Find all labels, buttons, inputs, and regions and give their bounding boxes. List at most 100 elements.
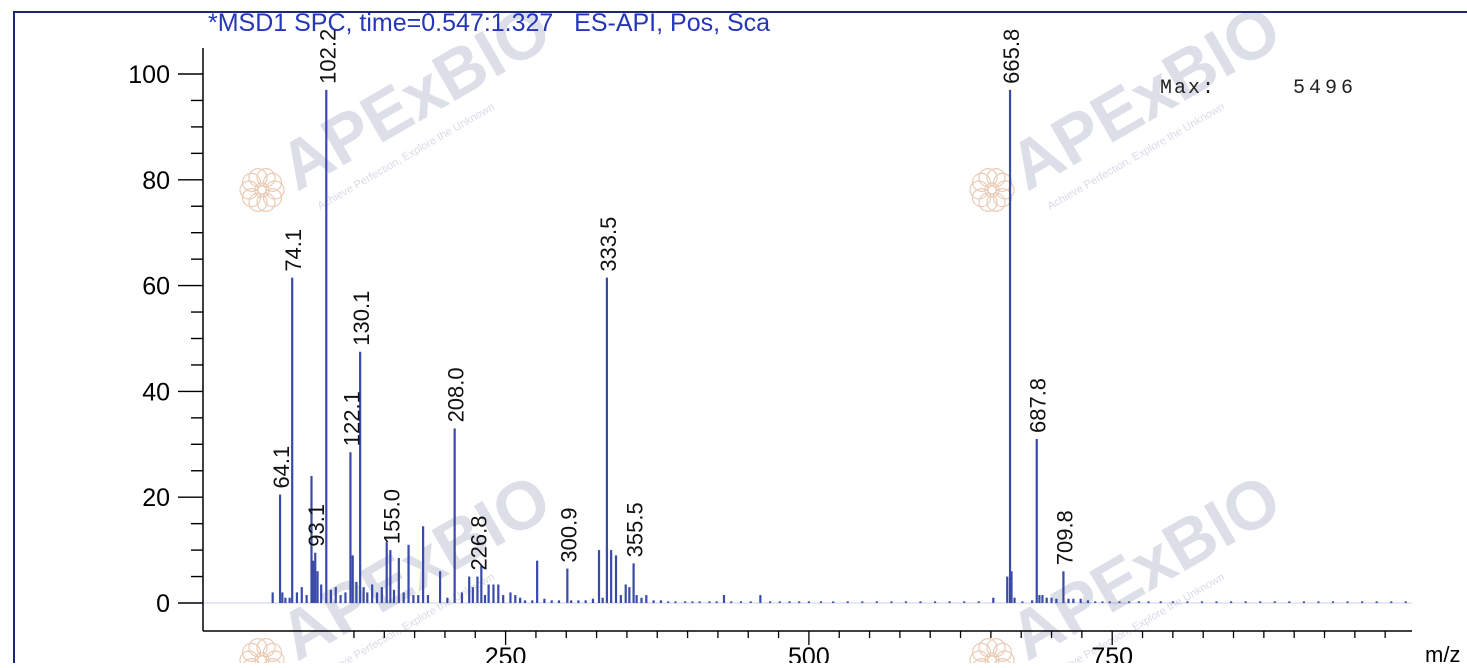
minor-peak <box>832 601 835 603</box>
minor-peak <box>468 576 471 603</box>
minor-peak <box>597 550 601 603</box>
minor-peak <box>288 597 291 603</box>
minor-peak <box>438 571 442 603</box>
minor-peak <box>492 584 495 603</box>
minor-peak <box>715 601 718 603</box>
x-tick-label: 250 <box>485 643 527 663</box>
minor-peak <box>519 597 522 603</box>
minor-peak <box>1128 601 1131 603</box>
labeled-peak <box>278 494 282 603</box>
minor-peak <box>1137 601 1140 603</box>
minor-peak <box>1229 601 1233 603</box>
minor-peak <box>536 560 539 603</box>
peak-label: 300.9 <box>556 508 581 563</box>
minor-peak <box>963 601 966 603</box>
minor-peak <box>749 601 752 603</box>
labeled-peak <box>314 552 317 603</box>
minor-peak <box>977 601 980 603</box>
peak-label: 130.1 <box>349 291 374 346</box>
peak-label: 74.1 <box>281 229 306 272</box>
minor-peak <box>1375 601 1378 603</box>
x-axis-unit-label: m/z <box>1425 642 1460 663</box>
minor-peak <box>635 595 638 603</box>
minor-peak <box>667 601 670 603</box>
labeled-peak <box>359 351 362 603</box>
minor-peak <box>371 584 374 603</box>
peak-label: 102.2 <box>315 29 340 84</box>
minor-peak <box>1390 601 1393 603</box>
minor-peak <box>759 595 762 603</box>
minor-peak <box>1050 597 1053 603</box>
minor-peak <box>502 595 505 603</box>
x-tick-label: 750 <box>1091 643 1133 663</box>
x-tick-label: 500 <box>788 643 830 663</box>
minor-peak <box>366 592 369 603</box>
minor-peak <box>380 587 383 603</box>
minor-peak <box>471 587 474 603</box>
minor-peak <box>614 555 618 603</box>
minor-peak <box>1147 601 1150 603</box>
minor-peak <box>807 601 810 603</box>
minor-peak <box>788 601 791 603</box>
minor-peak <box>531 600 534 603</box>
minor-peak <box>861 601 864 603</box>
labeled-peak <box>1062 571 1065 603</box>
minor-peak <box>1079 598 1082 603</box>
labeled-peak <box>389 550 392 603</box>
peak-label: 155.0 <box>379 489 404 544</box>
minor-peak <box>385 542 388 603</box>
minor-peak <box>316 571 319 603</box>
peak-label: 665.8 <box>999 29 1024 84</box>
max-label: Max: <box>1160 77 1216 100</box>
minor-peak <box>1031 600 1034 603</box>
minor-peak <box>684 601 687 603</box>
labeled-peak <box>632 563 635 603</box>
minor-peak <box>691 601 694 603</box>
minor-peak <box>1302 601 1305 603</box>
minor-peak <box>446 597 449 603</box>
minor-peak <box>722 595 726 603</box>
watermark-logo-icon <box>969 638 1015 668</box>
minor-peak <box>402 592 405 603</box>
minor-peak <box>523 600 527 603</box>
minor-peak <box>768 601 772 603</box>
minor-peak <box>417 595 420 603</box>
watermark-text: APExBIO <box>997 0 1294 205</box>
minor-peak <box>640 597 643 603</box>
minor-peak <box>875 601 878 603</box>
minor-peak <box>397 558 400 603</box>
minor-peak <box>422 526 425 603</box>
minor-peak <box>310 476 313 603</box>
chart-title: *MSD1 SPC, time=0.547:1.327 ES-API, Pos,… <box>208 9 770 37</box>
minor-peak <box>1013 597 1016 603</box>
peak-label: 64.1 <box>269 446 294 489</box>
minor-peak <box>281 592 284 603</box>
minor-peak <box>339 595 342 603</box>
minor-peak <box>392 589 396 603</box>
minor-peak <box>919 601 922 603</box>
minor-peak <box>329 589 332 603</box>
minor-peak <box>295 592 299 603</box>
labeled-peak <box>349 452 352 603</box>
minor-peak <box>948 601 951 603</box>
minor-peak <box>739 601 743 603</box>
minor-peak <box>483 595 487 603</box>
minor-peak <box>610 550 613 603</box>
minor-peak <box>344 592 347 603</box>
minor-peak <box>819 601 823 603</box>
minor-peak <box>300 587 303 603</box>
peak-label: 709.8 <box>1052 510 1077 565</box>
minor-peak <box>1010 571 1013 603</box>
minor-peak <box>674 601 677 603</box>
minor-peak <box>1072 598 1075 603</box>
minor-peak <box>846 601 849 603</box>
minor-peak <box>487 584 490 603</box>
minor-peak <box>271 592 274 603</box>
minor-peak <box>1200 601 1204 603</box>
peak-label: 208.0 <box>444 367 469 422</box>
minor-peak <box>1006 576 1009 603</box>
minor-peak <box>708 601 711 603</box>
minor-peak <box>355 581 358 603</box>
